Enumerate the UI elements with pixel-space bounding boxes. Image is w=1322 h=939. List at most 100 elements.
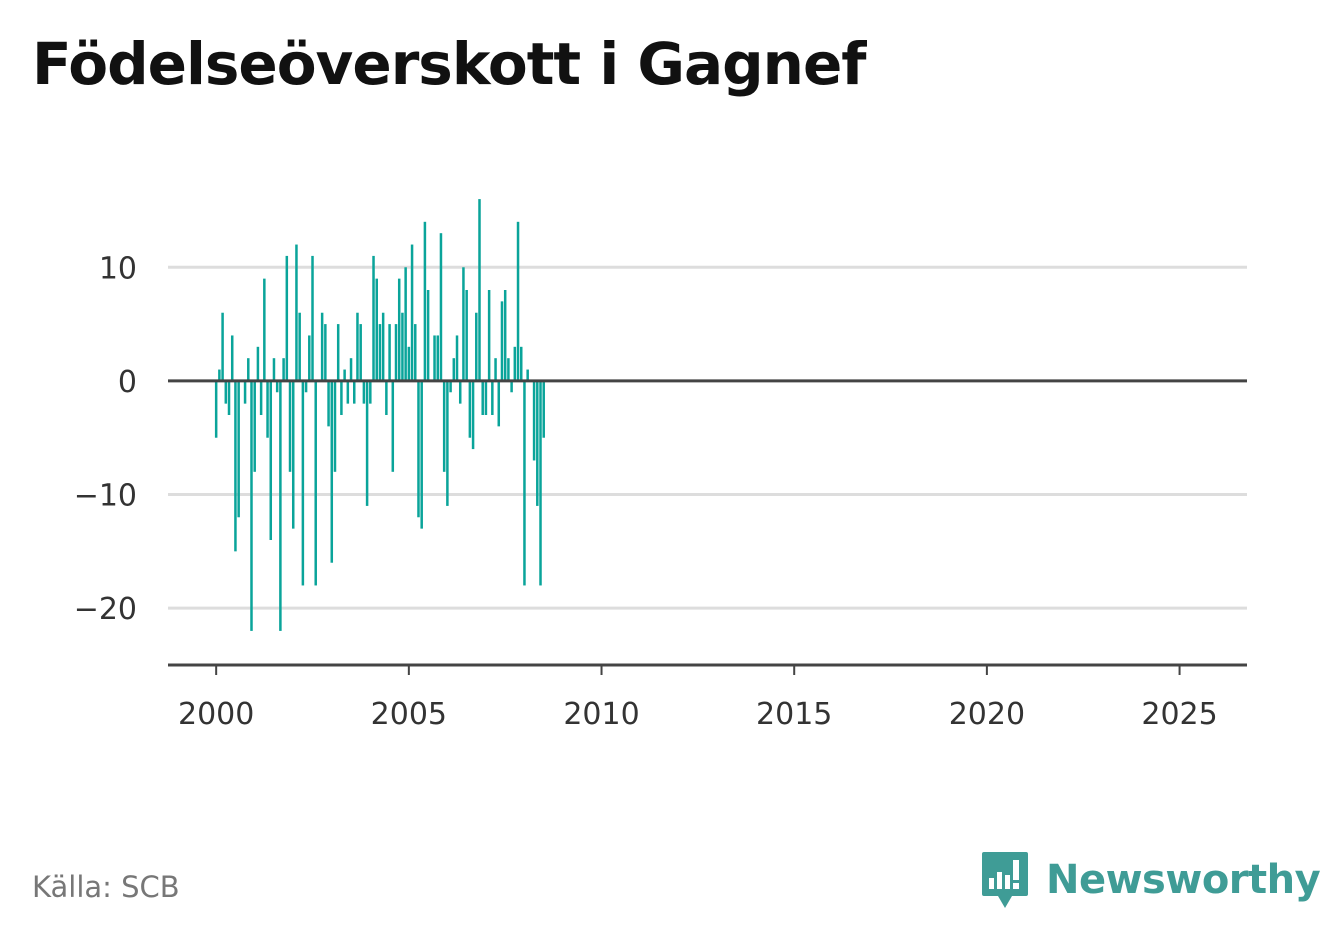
bar [494, 358, 497, 381]
bar [243, 380, 247, 404]
bar [507, 358, 510, 381]
bar [253, 380, 256, 472]
bar [227, 380, 231, 415]
bar [468, 380, 472, 438]
bar [484, 380, 488, 415]
bar [221, 312, 224, 381]
bar [340, 380, 343, 415]
bars [214, 199, 545, 631]
newsworthy-logo: Newsworthy [980, 850, 1321, 910]
bar [311, 255, 314, 381]
y-tick-label: −10 [74, 479, 137, 514]
bar [401, 312, 404, 381]
bar [288, 380, 292, 472]
bar [478, 199, 481, 381]
bar [404, 267, 407, 381]
bar [336, 324, 340, 381]
bar [320, 312, 324, 381]
bar [526, 369, 529, 381]
bar [388, 324, 391, 381]
chart-title: Födelseöverskott i Gagnef [32, 30, 867, 98]
bar [407, 346, 411, 381]
y-axis-ticks: −20 −10 0 10 [74, 251, 137, 627]
bar [333, 380, 337, 472]
bar [513, 346, 517, 381]
bar [298, 312, 301, 381]
bar [295, 244, 298, 381]
bar [423, 221, 427, 381]
bar [510, 380, 513, 393]
axes [168, 379, 1247, 667]
bar [439, 233, 443, 381]
bar [218, 369, 221, 381]
y-tick-label: 0 [118, 365, 137, 400]
x-tick-label: 2020 [949, 697, 1025, 732]
bar [375, 278, 378, 381]
x-tick-label: 2005 [371, 697, 447, 732]
bar [314, 380, 317, 586]
bar [359, 324, 362, 381]
bar [420, 380, 423, 529]
bar [234, 380, 237, 552]
bar [291, 380, 295, 529]
bar [458, 380, 462, 404]
bar [452, 358, 456, 381]
bar [391, 380, 395, 472]
bar [224, 380, 228, 404]
bar [497, 380, 501, 427]
bar [372, 255, 375, 381]
bar [214, 380, 218, 438]
newsworthy-logo-icon [982, 852, 1028, 908]
bar [272, 358, 276, 381]
bar [487, 290, 491, 381]
bar [532, 380, 536, 461]
bar [247, 358, 250, 381]
bar [410, 244, 414, 381]
bar [449, 380, 452, 393]
bar [397, 278, 401, 381]
bar [536, 380, 539, 506]
bar [362, 380, 366, 404]
bar [542, 380, 545, 438]
bar [324, 324, 327, 381]
bar [455, 335, 459, 381]
bar [436, 335, 440, 381]
bar [519, 346, 523, 381]
bar [491, 380, 494, 415]
bar [539, 380, 542, 586]
bar [349, 358, 353, 381]
bar [365, 380, 369, 506]
x-tick-label: 2025 [1141, 697, 1217, 732]
bar [282, 358, 285, 381]
bar [475, 312, 478, 381]
bar [263, 278, 266, 381]
bar [266, 380, 269, 438]
bar [353, 380, 356, 404]
bar [301, 380, 305, 586]
bar [343, 369, 346, 381]
bar [523, 380, 526, 586]
bar [394, 324, 398, 381]
bar [417, 380, 420, 518]
bar [465, 290, 468, 381]
logo-text: Newsworthy [1046, 857, 1321, 903]
bar [426, 290, 430, 381]
bar [346, 380, 350, 404]
y-tick-label: 10 [99, 251, 137, 286]
bar [269, 380, 273, 540]
bar [414, 324, 417, 381]
bar [385, 380, 388, 415]
y-tick-label: −20 [74, 592, 137, 627]
x-tick-label: 2015 [756, 697, 832, 732]
bar [308, 335, 311, 381]
bar [481, 380, 484, 415]
x-tick-label: 2000 [178, 697, 254, 732]
bar [230, 335, 234, 381]
bar [259, 380, 263, 415]
bar [442, 380, 446, 472]
source-label: Källa: SCB [32, 870, 180, 904]
bar [256, 346, 260, 381]
bar [327, 380, 330, 427]
x-tick-label: 2010 [563, 697, 639, 732]
